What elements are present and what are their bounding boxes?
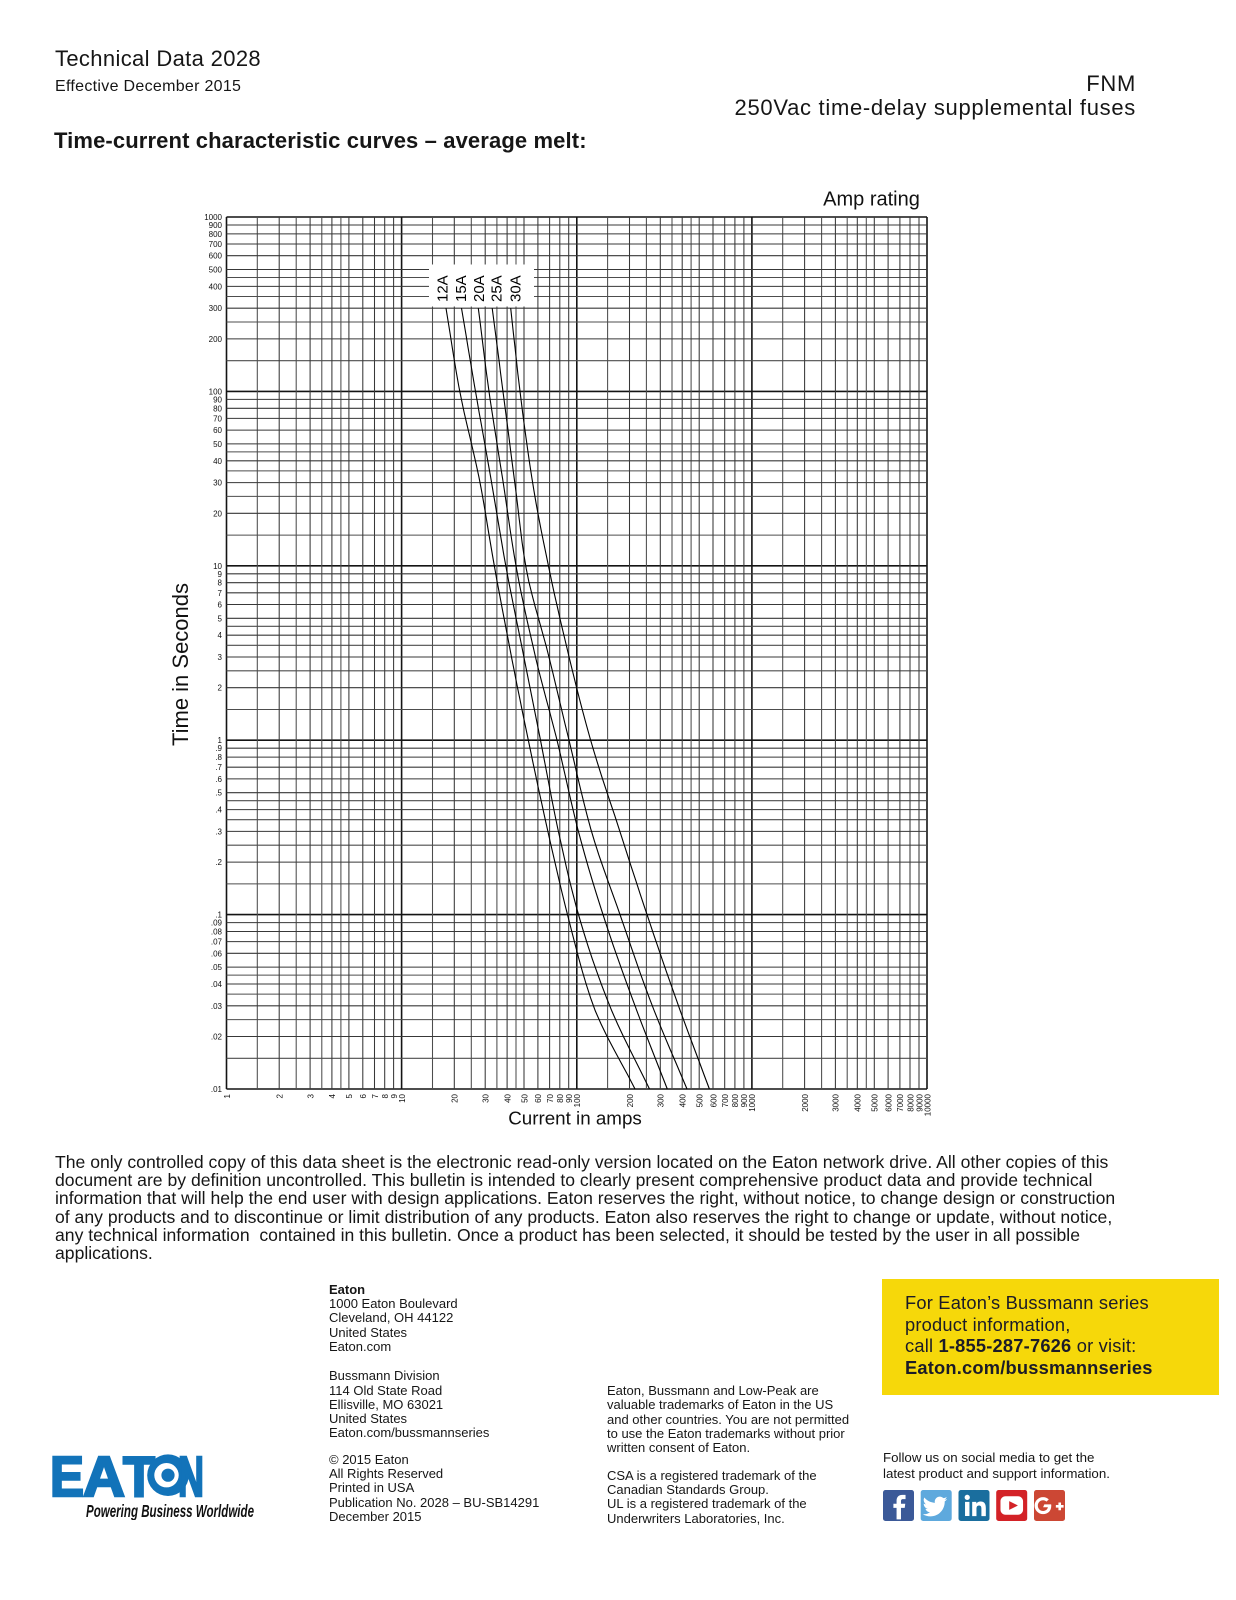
- svg-text:.4: .4: [215, 806, 222, 815]
- svg-text:.03: .03: [211, 1002, 223, 1011]
- svg-text:25A: 25A: [489, 275, 506, 302]
- svg-text:4000: 4000: [854, 1093, 863, 1111]
- svg-text:9: 9: [218, 570, 223, 579]
- svg-text:900: 900: [740, 1093, 749, 1107]
- svg-text:8: 8: [218, 579, 223, 588]
- svg-text:2000: 2000: [801, 1093, 810, 1111]
- svg-text:50: 50: [520, 1093, 529, 1102]
- svg-text:.3: .3: [215, 827, 222, 836]
- svg-text:7: 7: [218, 589, 223, 598]
- svg-text:80: 80: [556, 1093, 565, 1102]
- svg-text:.08: .08: [211, 928, 223, 937]
- svg-text:Amp rating: Amp rating: [823, 189, 920, 211]
- svg-text:3000: 3000: [832, 1093, 841, 1111]
- svg-text:100: 100: [209, 387, 223, 396]
- svg-text:20: 20: [451, 1093, 460, 1102]
- svg-text:600: 600: [209, 252, 223, 261]
- svg-text:.06: .06: [211, 949, 223, 958]
- svg-text:6000: 6000: [884, 1093, 893, 1111]
- svg-text:Time in Seconds: Time in Seconds: [168, 583, 193, 746]
- svg-text:40: 40: [213, 457, 222, 466]
- svg-text:8000: 8000: [906, 1093, 915, 1111]
- svg-text:300: 300: [209, 304, 223, 313]
- svg-text:.2: .2: [215, 858, 222, 867]
- svg-text:500: 500: [209, 266, 223, 275]
- svg-text:.6: .6: [215, 775, 222, 784]
- svg-text:.01: .01: [211, 1085, 223, 1094]
- svg-text:.09: .09: [211, 919, 223, 928]
- svg-text:90: 90: [213, 395, 222, 404]
- svg-text:1: 1: [218, 736, 223, 745]
- svg-text:.07: .07: [211, 938, 223, 947]
- svg-text:.7: .7: [215, 763, 222, 772]
- svg-text:5: 5: [345, 1093, 354, 1098]
- svg-text:70: 70: [546, 1093, 555, 1102]
- svg-text:A: A: [83, 1454, 125, 1509]
- svg-text:1: 1: [223, 1093, 232, 1098]
- svg-text:12A: 12A: [435, 275, 452, 302]
- svg-text:6: 6: [359, 1093, 368, 1098]
- svg-text:50: 50: [213, 440, 222, 449]
- svg-text:200: 200: [626, 1093, 635, 1107]
- svg-text:20A: 20A: [471, 275, 488, 302]
- svg-text:500: 500: [696, 1093, 705, 1107]
- svg-text:600: 600: [709, 1093, 718, 1107]
- svg-text:N: N: [178, 1454, 204, 1509]
- svg-text:100: 100: [573, 1093, 582, 1107]
- svg-text:9: 9: [390, 1093, 399, 1098]
- svg-text:30: 30: [213, 479, 222, 488]
- svg-text:Powering Business Worldwide: Powering Business Worldwide: [86, 1501, 254, 1520]
- svg-text:400: 400: [679, 1093, 688, 1107]
- svg-text:8: 8: [381, 1093, 390, 1098]
- svg-text:15A: 15A: [453, 275, 470, 302]
- svg-text:7: 7: [371, 1093, 380, 1098]
- svg-text:2: 2: [218, 684, 223, 693]
- svg-text:20: 20: [213, 509, 222, 518]
- svg-text:.1: .1: [215, 911, 222, 920]
- svg-text:10: 10: [398, 1093, 407, 1102]
- svg-text:4: 4: [328, 1093, 337, 1098]
- svg-text:3: 3: [306, 1093, 315, 1098]
- svg-text:800: 800: [731, 1093, 740, 1107]
- svg-text:70: 70: [213, 414, 222, 423]
- svg-text:700: 700: [721, 1093, 730, 1107]
- svg-text:40: 40: [503, 1093, 512, 1102]
- svg-text:300: 300: [657, 1093, 666, 1107]
- svg-text:700: 700: [209, 240, 223, 249]
- svg-text:.8: .8: [215, 753, 222, 762]
- svg-text:80: 80: [213, 404, 222, 413]
- svg-text:5000: 5000: [871, 1093, 880, 1111]
- svg-text:1000: 1000: [748, 1093, 757, 1111]
- svg-text:60: 60: [213, 426, 222, 435]
- svg-text:E: E: [52, 1454, 84, 1509]
- svg-text:7000: 7000: [896, 1093, 905, 1111]
- svg-text:6: 6: [218, 601, 223, 610]
- svg-text:90: 90: [565, 1093, 574, 1102]
- svg-text:900: 900: [209, 221, 223, 230]
- svg-text:10000: 10000: [923, 1093, 932, 1116]
- svg-text:4: 4: [218, 631, 223, 640]
- svg-text:.9: .9: [215, 744, 222, 753]
- svg-text:2: 2: [276, 1093, 285, 1098]
- svg-text:.5: .5: [215, 789, 222, 798]
- svg-text:Current in amps: Current in amps: [508, 1108, 642, 1129]
- svg-text:3: 3: [218, 653, 223, 662]
- svg-text:30: 30: [482, 1093, 491, 1102]
- svg-text:10: 10: [213, 562, 222, 571]
- svg-text:.04: .04: [211, 980, 223, 989]
- svg-text:30A: 30A: [508, 275, 525, 302]
- svg-text:5: 5: [218, 614, 223, 623]
- svg-text:800: 800: [209, 230, 223, 239]
- svg-text:9000: 9000: [915, 1093, 924, 1111]
- svg-text:60: 60: [534, 1093, 543, 1102]
- svg-text:400: 400: [209, 282, 223, 291]
- svg-text:200: 200: [209, 335, 223, 344]
- svg-text:.02: .02: [211, 1033, 223, 1042]
- svg-text:.05: .05: [211, 963, 223, 972]
- svg-text:1000: 1000: [204, 213, 222, 222]
